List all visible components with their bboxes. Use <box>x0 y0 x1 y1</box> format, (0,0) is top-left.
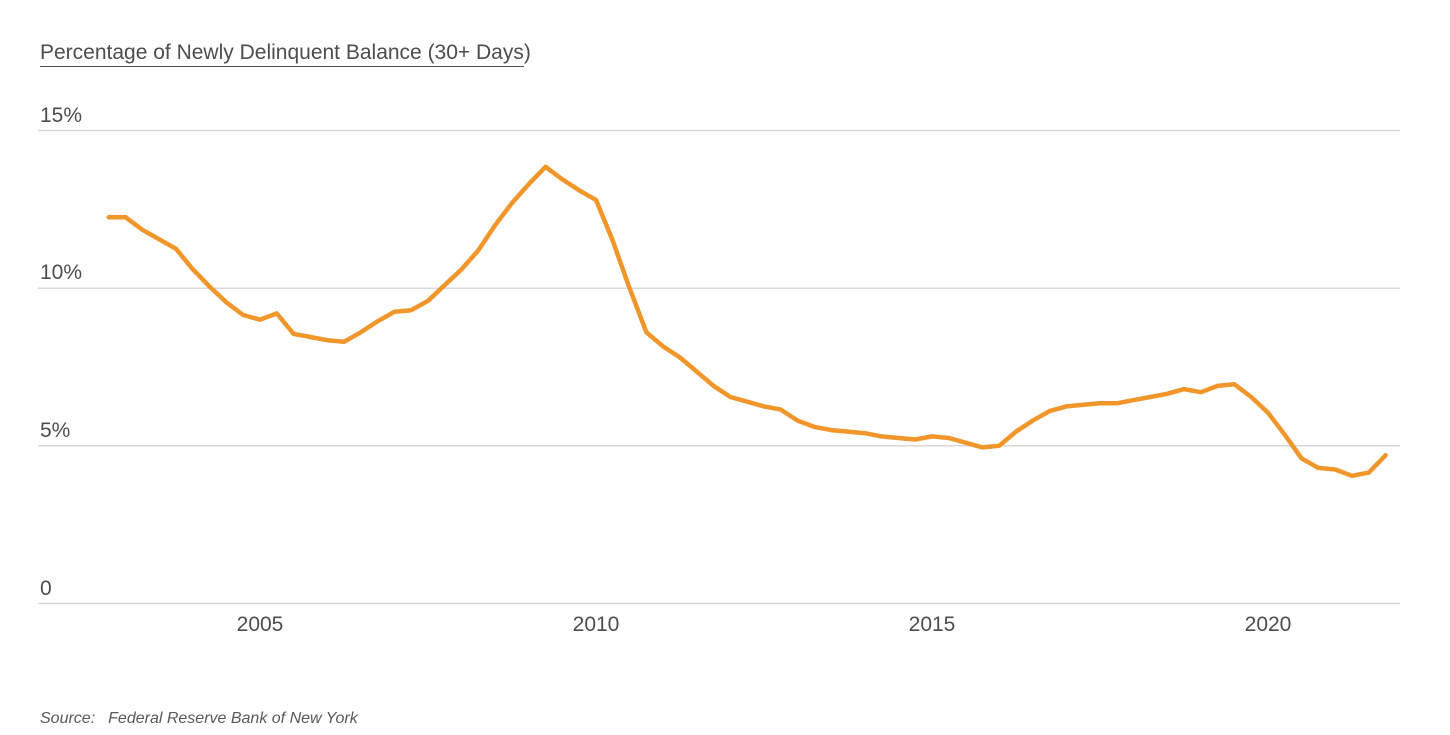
chart-title-close-paren: ) <box>523 41 531 64</box>
x-axis-tick-label: 2015 <box>908 613 956 636</box>
x-axis-tick-label: 2020 <box>1244 613 1292 636</box>
y-axis-tick-label: 5% <box>40 419 71 442</box>
chart-title-text: Percentage of Newly Delinquent Balance (… <box>40 41 524 67</box>
y-axis-tick-label: 10% <box>40 261 83 284</box>
x-axis-tick-label: 2010 <box>572 613 620 636</box>
source-label: Source: <box>40 710 96 727</box>
y-axis-tick-label: 15% <box>40 104 83 127</box>
x-axis-tick-label: 2005 <box>236 613 284 636</box>
chart-title: Percentage of Newly Delinquent Balance (… <box>40 41 531 67</box>
source-text: Federal Reserve Bank of New York <box>108 710 358 727</box>
y-axis-tick-label: 0 <box>40 577 52 600</box>
data-line-newly-delinquent-balance-30plus-days <box>106 164 1388 479</box>
source-note: Source: Federal Reserve Bank of New York <box>40 710 358 728</box>
